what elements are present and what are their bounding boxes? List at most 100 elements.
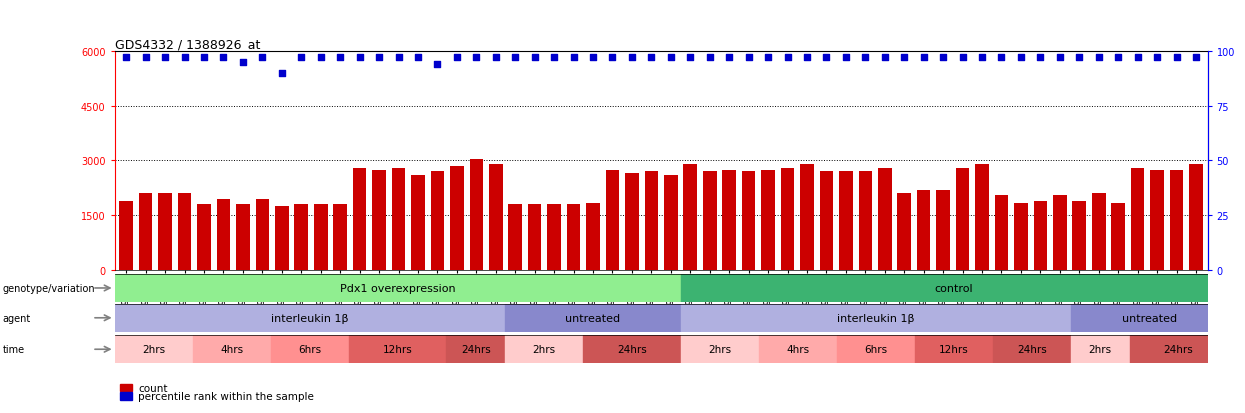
Bar: [1150, 170, 1164, 271]
Text: 6hrs: 6hrs: [298, 344, 321, 354]
Bar: [1130, 169, 1144, 271]
Bar: [859, 172, 873, 271]
Bar: [197, 205, 210, 271]
Point: [720, 55, 740, 62]
Bar: [352, 169, 366, 271]
Bar: [1071, 304, 1228, 332]
Bar: [566, 205, 580, 271]
Bar: [120, 201, 133, 271]
Point: [797, 55, 817, 62]
Bar: [255, 199, 269, 271]
Point: [174, 55, 194, 62]
Point: [875, 55, 895, 62]
Bar: [684, 165, 697, 271]
Text: untreated: untreated: [1122, 313, 1177, 323]
Point: [914, 55, 934, 62]
Point: [136, 55, 156, 62]
Point: [700, 55, 720, 62]
Bar: [1033, 201, 1047, 271]
Point: [524, 55, 544, 62]
Point: [1167, 55, 1186, 62]
Point: [641, 55, 661, 62]
Bar: [956, 169, 970, 271]
Text: control: control: [935, 283, 974, 293]
Bar: [295, 205, 308, 271]
Point: [350, 55, 370, 62]
Bar: [819, 172, 833, 271]
Bar: [508, 205, 522, 271]
Bar: [489, 165, 503, 271]
Text: 2hrs: 2hrs: [533, 344, 555, 354]
Bar: [314, 205, 327, 271]
Bar: [839, 172, 853, 271]
Bar: [758, 335, 837, 363]
Bar: [916, 190, 930, 271]
Point: [253, 55, 273, 62]
Bar: [995, 196, 1008, 271]
Point: [369, 55, 388, 62]
Bar: [605, 170, 619, 271]
Point: [388, 55, 408, 62]
Bar: [801, 165, 814, 271]
Bar: [1053, 196, 1067, 271]
Bar: [1071, 335, 1129, 363]
Text: 4hrs: 4hrs: [220, 344, 243, 354]
Text: time: time: [2, 344, 25, 354]
Bar: [115, 335, 193, 363]
Point: [583, 55, 603, 62]
Bar: [1072, 201, 1086, 271]
Text: genotype/variation: genotype/variation: [2, 283, 95, 293]
Bar: [449, 166, 463, 271]
Point: [194, 55, 214, 62]
Point: [544, 55, 564, 62]
Text: 24hrs: 24hrs: [618, 344, 646, 354]
Bar: [115, 304, 505, 332]
Bar: [115, 274, 681, 302]
Text: 2hrs: 2hrs: [142, 344, 166, 354]
Bar: [975, 165, 989, 271]
Point: [952, 55, 972, 62]
Text: percentile rank within the sample: percentile rank within the sample: [138, 391, 314, 401]
Text: interleukin 1β: interleukin 1β: [271, 313, 349, 323]
Point: [291, 55, 311, 62]
Point: [447, 55, 467, 62]
Bar: [936, 190, 950, 271]
Bar: [583, 335, 681, 363]
Point: [1011, 55, 1031, 62]
Bar: [761, 170, 774, 271]
Bar: [586, 203, 600, 271]
Bar: [528, 205, 542, 271]
Point: [1108, 55, 1128, 62]
Bar: [411, 176, 425, 271]
Bar: [1092, 194, 1106, 271]
Point: [778, 55, 798, 62]
Point: [233, 59, 253, 66]
Point: [972, 55, 992, 62]
Bar: [1112, 203, 1125, 271]
Point: [1050, 55, 1069, 62]
Point: [817, 55, 837, 62]
Bar: [548, 205, 561, 271]
Bar: [664, 176, 677, 271]
Text: count: count: [138, 383, 168, 393]
Bar: [178, 194, 192, 271]
Bar: [1189, 165, 1203, 271]
Bar: [372, 170, 386, 271]
Bar: [994, 335, 1071, 363]
Text: 24hrs: 24hrs: [1164, 344, 1193, 354]
Point: [213, 55, 233, 62]
Text: interleukin 1β: interleukin 1β: [837, 313, 915, 323]
Text: 24hrs: 24hrs: [1017, 344, 1047, 354]
Text: GDS4332 / 1388926_at: GDS4332 / 1388926_at: [115, 38, 260, 50]
Bar: [217, 199, 230, 271]
Point: [408, 55, 428, 62]
Bar: [722, 170, 736, 271]
Point: [505, 55, 525, 62]
Text: 4hrs: 4hrs: [786, 344, 809, 354]
Bar: [275, 206, 289, 271]
Text: 2hrs: 2hrs: [1088, 344, 1112, 354]
Bar: [681, 335, 758, 363]
Point: [311, 55, 331, 62]
Bar: [270, 335, 349, 363]
Point: [486, 55, 505, 62]
